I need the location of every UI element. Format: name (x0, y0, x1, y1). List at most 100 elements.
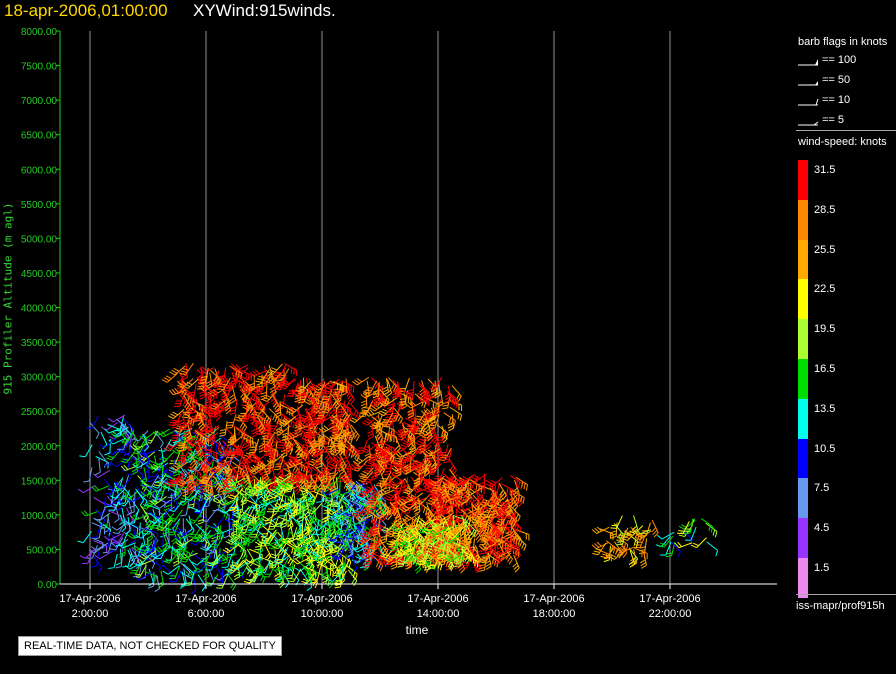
wind-barb (171, 492, 179, 511)
wind-barb (179, 561, 191, 578)
wind-barb (161, 372, 179, 383)
wind-barb (513, 542, 521, 560)
wind-barb (153, 473, 167, 487)
wind-barb (107, 424, 122, 436)
wind-barb (180, 501, 190, 517)
speed-legend-title: wind-speed: knots (798, 136, 887, 148)
wind-barb (173, 392, 185, 407)
wind-barb (214, 565, 224, 583)
wind-barb (203, 447, 218, 460)
wind-barb (191, 555, 209, 566)
wind-barb (140, 483, 155, 496)
wind-barb (213, 570, 231, 581)
wind-barb (99, 497, 106, 514)
wind-barb (226, 414, 237, 429)
wind-barb (177, 436, 187, 452)
y-tick-label: 5000.00 (21, 234, 58, 245)
wind-barb (154, 431, 164, 449)
wind-barb (284, 363, 298, 377)
wind-barb (170, 461, 188, 471)
wind-barb (108, 553, 118, 570)
wind-barb (175, 476, 192, 487)
wind-barb (119, 425, 130, 443)
wind-barb (171, 527, 178, 545)
wind-barb (135, 488, 145, 506)
wind-barb (169, 450, 181, 465)
x-tick-date: 17-Apr-2006 (639, 593, 700, 605)
wind-barb (182, 386, 194, 402)
speed-swatch-label: 31.5 (814, 164, 836, 176)
wind-barb (120, 449, 133, 464)
wind-barb (98, 438, 116, 449)
speed-swatch (798, 160, 808, 201)
x-tick-time: 2:00:00 (72, 608, 109, 620)
wind-barb (89, 536, 104, 549)
y-tick-label: 8000.00 (21, 27, 58, 38)
speed-swatch-label: 16.5 (814, 363, 836, 375)
wind-barb (247, 390, 261, 405)
wind-barb (132, 441, 147, 455)
wind-barb (173, 529, 190, 540)
wind-barb (144, 553, 156, 569)
wind-barb (93, 512, 111, 522)
wind-barb (150, 549, 168, 559)
wind-barb (116, 493, 123, 512)
wind-barb (95, 509, 106, 526)
wind-barb (187, 466, 202, 480)
speed-swatch-label: 19.5 (814, 323, 836, 336)
wind-barb (169, 365, 186, 376)
wind-barb (167, 436, 185, 447)
wind-barb (93, 496, 106, 511)
wind-barb (183, 434, 194, 451)
wind-barb (133, 551, 141, 569)
wind-barb (179, 530, 188, 549)
x-tick-date: 17-Apr-2006 (523, 593, 584, 605)
speed-swatch (798, 438, 808, 479)
wind-barb (216, 457, 234, 468)
wind-barb (131, 457, 139, 475)
y-tick-label: 500.00 (26, 545, 57, 556)
wind-barb (674, 541, 693, 549)
wind-barb (200, 368, 209, 384)
wind-barb (261, 408, 272, 426)
wind-barb (115, 548, 122, 566)
wind-barb (213, 523, 224, 540)
wind-barb (79, 548, 96, 559)
wind-barb (219, 421, 228, 437)
speed-swatch-label: 4.5 (814, 522, 830, 535)
barb-legend-row: == 50 (798, 74, 896, 88)
wind-barb (170, 426, 182, 442)
wind-barb (212, 439, 225, 454)
wind-barb (122, 490, 139, 501)
barb-legend-label: == 100 (822, 54, 857, 66)
wind-barb (149, 512, 166, 524)
wind-barb (229, 427, 237, 445)
plot-title: XYWind:915winds. (193, 1, 336, 20)
wind-barb (144, 527, 159, 540)
wind-barb (151, 477, 168, 489)
wind-barb (243, 433, 250, 452)
wind-barb (197, 413, 205, 431)
x-tick-labels: 17-Apr-2006 2:00:00 17-Apr-2006 6:00:00 17-A… (59, 593, 700, 620)
y-tick-label: 0.00 (38, 580, 58, 591)
wind-barb (230, 364, 249, 372)
wind-barb (275, 418, 283, 437)
wind-barb (130, 443, 148, 451)
wind-barb (223, 459, 233, 477)
wind-barb (690, 537, 707, 549)
wind-barb (133, 465, 144, 482)
wind-barb (130, 514, 149, 521)
wind-barb (179, 363, 194, 376)
wind-barb (242, 437, 257, 450)
y-tick-label: 5500.00 (21, 200, 58, 211)
wind-barb (700, 518, 714, 533)
speed-swatch (798, 478, 808, 519)
wind-barb (116, 532, 129, 547)
wind-barb (119, 514, 127, 533)
wind-barb (191, 552, 204, 567)
barb-legend-row: == 100 (798, 54, 896, 68)
wind-barb (272, 395, 281, 413)
wind-barb (194, 499, 206, 514)
wind-barb (187, 511, 203, 524)
x-tick-date: 17-Apr-2006 (59, 593, 120, 605)
